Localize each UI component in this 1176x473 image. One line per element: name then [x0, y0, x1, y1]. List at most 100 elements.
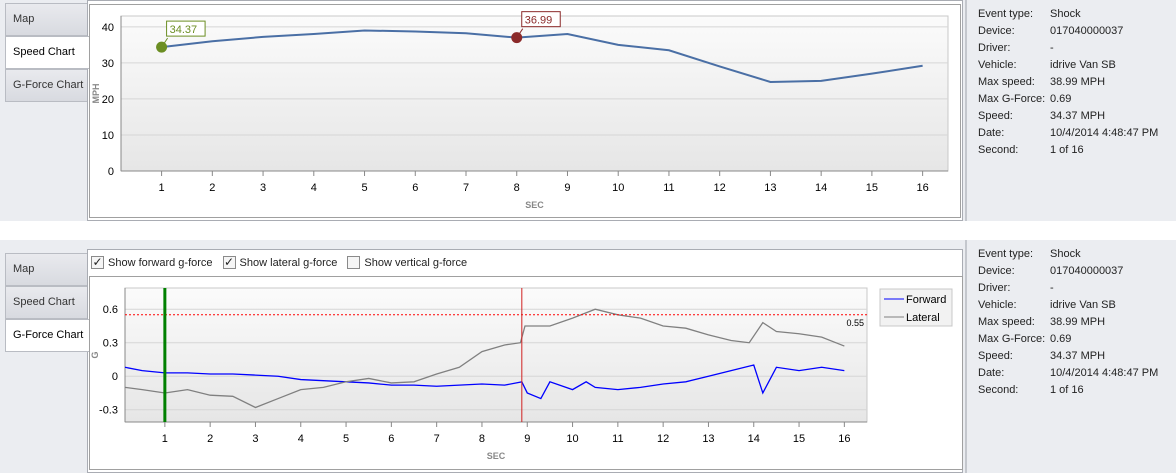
info-label: Max G-Force:	[978, 93, 1046, 105]
x-axis-title: SEC	[487, 451, 506, 461]
x-tick-label: 9	[564, 182, 570, 194]
info-value: idrive Van SB	[1050, 59, 1116, 71]
info-label: Device:	[978, 25, 1015, 37]
gforce-chart-frame: -0.3 0 0.3 0.6 1 2 3 4 5 6 7 8 9 10 11 12 13 14 15 16 SEC G 0.…	[89, 276, 963, 470]
speed-series-line	[161, 29, 923, 83]
legend	[879, 288, 953, 327]
info-label: Second:	[978, 384, 1019, 396]
info-label: Date:	[978, 127, 1005, 139]
y-tick-label: 0	[112, 371, 118, 383]
info-row: Speed: 34.37 MPH	[978, 348, 1176, 365]
legend-label: Forward	[906, 294, 946, 306]
info-value: 1 of 16	[1050, 144, 1084, 156]
info-row: Device: 017040000037	[978, 263, 1176, 280]
x-tick-label: 4	[298, 433, 304, 445]
checkbox-label: Show lateral g-force	[239, 256, 338, 269]
info-label: Max speed:	[978, 76, 1035, 88]
x-tick-label: 5	[361, 182, 367, 194]
info-value: 10/4/2014 4:48:47 PM	[1050, 127, 1159, 139]
marker-label-box	[166, 20, 206, 37]
info-value: 1 of 16	[1050, 384, 1084, 396]
x-tick-label: 16	[917, 182, 929, 194]
info-row: Vehicle: idrive Van SB	[978, 297, 1176, 314]
x-tick-label: 7	[463, 182, 469, 194]
checkbox-label: Show vertical g-force	[364, 256, 468, 269]
x-tick-label: 7	[434, 433, 440, 445]
x-tick-label: 10	[612, 182, 624, 194]
x-tick-label: 5	[343, 433, 349, 445]
speed-chart-content: 0 10 20 30 40 1 2 3 4 5 6 7 8 9 10 11 12 13 14 15 16 SEC MPH 34…	[87, 0, 963, 221]
checkbox-forward-g-force[interactable]: ✓ Show forward g-force	[91, 256, 213, 269]
tab-speed-chart[interactable]: Speed Chart	[5, 286, 88, 319]
info-value: Shock	[1050, 8, 1081, 20]
y-tick-label: 10	[102, 130, 114, 142]
x-tick-label: 2	[207, 433, 213, 445]
info-value: idrive Van SB	[1050, 299, 1116, 311]
tab-g-force-chart[interactable]: G-Force Chart	[5, 69, 88, 102]
gforce-options: ✓ Show forward g-force ✓ Show lateral g-for…	[91, 256, 467, 269]
info-label: Vehicle:	[978, 299, 1017, 311]
x-tick-label: 14	[815, 182, 827, 194]
tab-speed-chart[interactable]: Speed Chart	[5, 36, 89, 69]
x-tick-label: 13	[764, 182, 776, 194]
info-row: Second: 1 of 16	[978, 382, 1176, 399]
speed-marker-point	[511, 32, 523, 44]
info-value: 10/4/2014 4:48:47 PM	[1050, 367, 1159, 379]
event-info-panel: Event type: Shock Device: 017040000037 Drive…	[965, 240, 1176, 473]
info-row: Event type: Shock	[978, 246, 1176, 263]
info-row: Max speed: 38.99 MPH	[978, 314, 1176, 331]
x-tick-label: 13	[702, 433, 714, 445]
y-tick-label: 40	[102, 22, 114, 34]
x-tick-label: 16	[838, 433, 850, 445]
info-row: Second: 1 of 16	[978, 142, 1176, 159]
checkbox-icon[interactable]: ✓	[222, 255, 236, 269]
checkbox-lateral-g-force[interactable]: ✓ Show lateral g-force	[222, 255, 338, 269]
info-value: 34.37 MPH	[1050, 110, 1106, 122]
info-value: 0.69	[1050, 93, 1072, 105]
y-tick-label: -0.3	[99, 405, 118, 417]
gforce-chart-content: ✓ Show forward g-force ✓ Show lateral g-for…	[87, 249, 963, 473]
checkbox-vertical-g-force[interactable]: Show vertical g-force	[347, 256, 467, 269]
info-value: -	[1050, 282, 1054, 294]
info-row: Max G-Force: 0.69	[978, 331, 1176, 348]
series-line-lateral	[124, 308, 845, 409]
info-row: Vehicle: idrive Van SB	[978, 57, 1176, 74]
info-value: 38.99 MPH	[1050, 316, 1106, 328]
speed-marker-point	[156, 41, 168, 53]
x-tick-label: 14	[748, 433, 760, 445]
plot-area	[120, 15, 949, 172]
threshold-label: 0.55	[846, 318, 864, 328]
info-label: Second:	[978, 144, 1019, 156]
x-tick-label: 9	[524, 433, 530, 445]
y-tick-label: 20	[102, 94, 114, 106]
info-label: Speed:	[978, 110, 1013, 122]
x-axis-title: SEC	[525, 200, 544, 210]
checkbox-icon[interactable]: ✓	[91, 255, 104, 269]
info-value: -	[1050, 42, 1054, 54]
info-label: Vehicle:	[978, 59, 1017, 71]
info-row: Max speed: 38.99 MPH	[978, 74, 1176, 91]
tab-map[interactable]: Map	[5, 253, 88, 286]
y-axis-title: MPH	[91, 84, 101, 104]
tab-g-force-chart[interactable]: G-Force Chart	[5, 319, 89, 352]
legend-label: Lateral	[906, 312, 940, 324]
info-label: Max G-Force:	[978, 333, 1046, 345]
y-tick-label: 0	[108, 166, 114, 178]
info-value: Shock	[1050, 248, 1081, 260]
tab-map[interactable]: Map	[5, 3, 88, 36]
speed-chart-frame: 0 10 20 30 40 1 2 3 4 5 6 7 8 9 10 11 12 13 14 15 16 SEC MPH 34…	[89, 4, 961, 218]
x-tick-label: 11	[612, 433, 623, 445]
x-tick-label: 6	[412, 182, 418, 194]
event-info-panel: Event type: Shock Device: 017040000037 Drive…	[965, 0, 1176, 221]
info-value: 0.69	[1050, 333, 1072, 345]
info-value: 34.37 MPH	[1050, 350, 1106, 362]
x-tick-label: 4	[311, 182, 317, 194]
checkbox-icon[interactable]	[347, 256, 361, 269]
x-tick-label: 15	[866, 182, 878, 194]
x-tick-label: 3	[260, 182, 266, 194]
info-value: 017040000037	[1050, 25, 1124, 37]
y-tick-label: 0.3	[103, 338, 118, 350]
x-tick-label: 2	[209, 182, 215, 194]
info-row: Driver: -	[978, 280, 1176, 297]
